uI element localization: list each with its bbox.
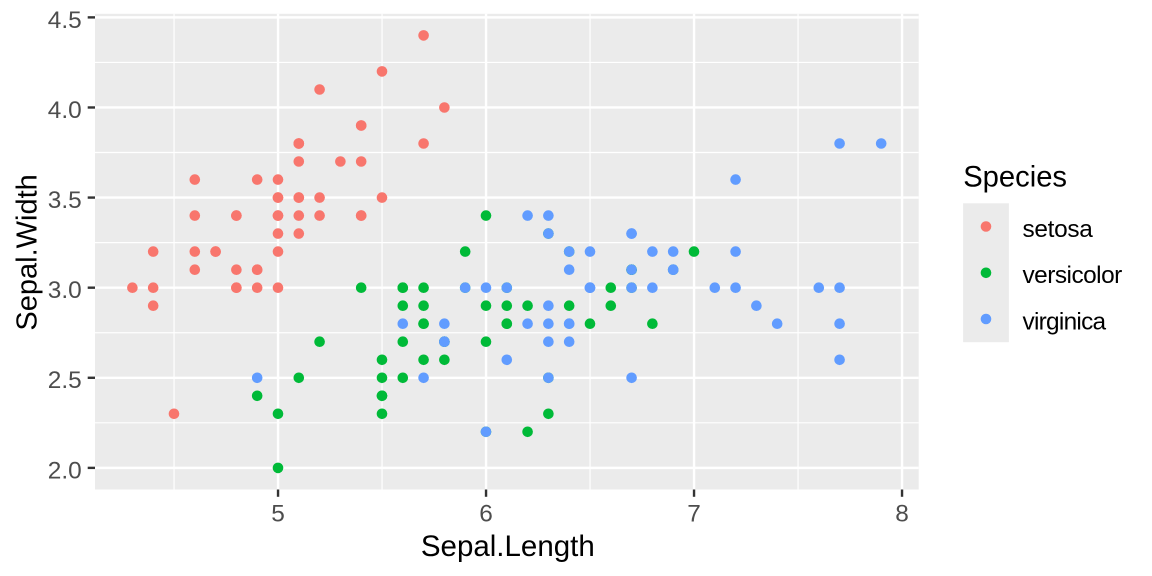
svg-text:3.0: 3.0 <box>48 277 82 304</box>
svg-text:4.0: 4.0 <box>48 97 82 124</box>
svg-text:5: 5 <box>271 501 285 528</box>
svg-text:3.5: 3.5 <box>48 187 82 214</box>
svg-text:7: 7 <box>687 501 701 528</box>
svg-text:6: 6 <box>479 501 493 528</box>
svg-text:Sepal.Length: Sepal.Length <box>421 530 595 563</box>
svg-text:virginica: virginica <box>1023 309 1107 336</box>
svg-text:Species: Species <box>963 161 1067 193</box>
svg-text:2.0: 2.0 <box>48 457 82 484</box>
svg-text:Sepal.Width: Sepal.Width <box>11 174 43 330</box>
svg-text:2.5: 2.5 <box>48 367 82 394</box>
svg-text:8: 8 <box>895 501 909 528</box>
svg-text:versicolor: versicolor <box>1023 262 1123 289</box>
svg-text:setosa: setosa <box>1023 216 1094 243</box>
svg-text:4.5: 4.5 <box>48 7 82 34</box>
